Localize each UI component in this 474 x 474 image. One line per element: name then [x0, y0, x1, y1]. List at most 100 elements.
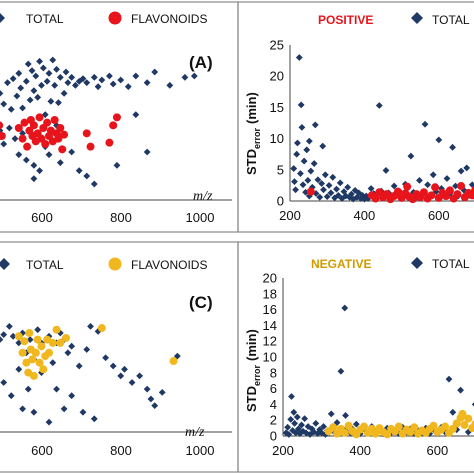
total-point-c-10: [34, 326, 42, 334]
flavonoid-point-a-26: [58, 145, 67, 154]
flavonoid-point-c-22: [61, 333, 70, 342]
total-point-a-3: [4, 79, 11, 87]
total-point-a-45: [143, 79, 151, 87]
total-point-b-85: [297, 101, 305, 109]
total-point-d-24: [320, 423, 327, 430]
total-point-c-6: [19, 329, 26, 337]
total-point-a-41: [109, 80, 117, 88]
total-point-a-49: [190, 72, 198, 80]
flavonoid-point-d-22: [410, 423, 419, 432]
flavonoid-point-c-5: [22, 358, 31, 367]
total-point-c-35: [0, 379, 8, 386]
total-point-a-40: [106, 72, 113, 80]
flavonoid-point-a-27: [60, 130, 69, 139]
panel-d-frame: [237, 241, 474, 473]
total-point-a-28: [56, 73, 64, 81]
total-point-b-19: [316, 193, 324, 201]
total-point-b-6: [297, 170, 304, 177]
total-point-d-42: [352, 420, 360, 428]
panel-c-letter: (C): [189, 293, 213, 312]
panel-a-xtick-1000: 1000: [186, 210, 215, 225]
flavonoid-point-c-9: [28, 355, 37, 364]
flavonoid-point-a-2: [0, 121, 4, 130]
total-point-a-10: [22, 77, 30, 85]
panel-a: TOTAL FLAVONOIDS (A) m/z 600 800 1000: [0, 1, 239, 233]
total-point-c-16: [56, 329, 64, 337]
total-point-b-30: [336, 179, 344, 187]
panel-b-xtick-200: 200: [279, 208, 301, 223]
total-point-a-8: [17, 84, 25, 92]
total-point-a-61: [53, 121, 60, 129]
total-point-b-5: [295, 54, 303, 61]
total-point-a-19: [39, 64, 47, 72]
total-point-b-29: [334, 191, 342, 199]
total-point-b-9: [300, 157, 308, 165]
total-point-b-2: [292, 186, 299, 194]
positive-mode-label: POSITIVE: [318, 13, 373, 27]
legend-total-marker-b: [411, 12, 423, 24]
flavonoid-point-d-37: [464, 414, 473, 423]
flavonoid-point-c-18: [45, 348, 54, 357]
total-point-a-42: [117, 76, 125, 84]
total-point-b-66: [421, 120, 429, 128]
total-point-b-83: [468, 181, 474, 189]
panel-b-plot-area: [290, 54, 474, 204]
panel-d-ytick-16: 16: [263, 302, 277, 317]
flavonoid-point-a-3: [0, 132, 6, 140]
total-point-a-46: [151, 68, 159, 76]
total-point-a-60: [45, 151, 53, 159]
total-point-a-64: [68, 148, 76, 156]
total-point-a-7: [15, 69, 23, 77]
total-point-b-55: [390, 182, 398, 190]
legend-total-marker-d: [411, 257, 423, 269]
total-point-a-55: [19, 129, 26, 137]
total-point-a-57: [30, 161, 38, 169]
flavonoid-point-c-13: [35, 358, 44, 367]
total-point-c-42: [45, 418, 53, 426]
total-point-b-79: [457, 167, 465, 175]
panel-d-xtick-600: 600: [427, 443, 449, 458]
total-point-c-39: [24, 385, 32, 393]
total-point-a-69: [132, 111, 140, 119]
flavonoid-point-c-19: [48, 338, 57, 347]
total-point-a-53: [11, 135, 19, 143]
total-point-c-2: [0, 331, 8, 339]
total-point-a-36: [83, 79, 91, 87]
panel-a-x-unit: m/z: [193, 189, 213, 204]
panel-d-ytick-8: 8: [270, 365, 277, 380]
total-point-d-36: [342, 412, 349, 419]
flavonoid-point-b-2: [371, 194, 380, 203]
total-point-a-48: [181, 73, 189, 81]
total-point-d-14: [301, 415, 309, 423]
flavonoid-point-b-23: [445, 186, 454, 195]
total-point-a-16: [34, 93, 42, 101]
total-point-a-47: [166, 81, 174, 89]
total-point-a-68: [113, 161, 121, 169]
total-point-c-36: [7, 392, 15, 400]
flavonoid-point-c-12: [33, 335, 42, 344]
total-point-a-51: [0, 140, 8, 148]
panel-d-ytick-20: 20: [263, 271, 277, 286]
total-point-d-67: [445, 375, 453, 383]
total-point-b-67: [424, 181, 432, 189]
total-point-a-34: [75, 77, 83, 85]
flavonoid-point-c-23: [97, 324, 106, 333]
total-point-b-36: [347, 190, 355, 198]
flavonoid-point-a-25: [56, 124, 65, 132]
total-point-a-11: [24, 60, 32, 68]
panel-a-letter: (A): [189, 53, 213, 72]
legend-total-label-b: TOTAL: [432, 13, 470, 27]
total-point-a-56: [22, 156, 30, 164]
panel-d-xtick-400: 400: [349, 443, 371, 458]
total-point-d-28: [327, 410, 335, 418]
total-point-b-14: [307, 167, 315, 175]
total-point-a-31: [64, 79, 72, 87]
flavonoid-point-d-4: [340, 428, 349, 437]
flavonoid-point-b-19: [431, 183, 440, 192]
total-point-c-26: [117, 372, 125, 380]
total-point-d-3: [287, 416, 295, 423]
total-point-d-35: [341, 304, 349, 312]
total-point-a-29: [60, 89, 68, 97]
total-point-b-1: [291, 178, 298, 186]
total-point-a-6: [13, 92, 21, 100]
